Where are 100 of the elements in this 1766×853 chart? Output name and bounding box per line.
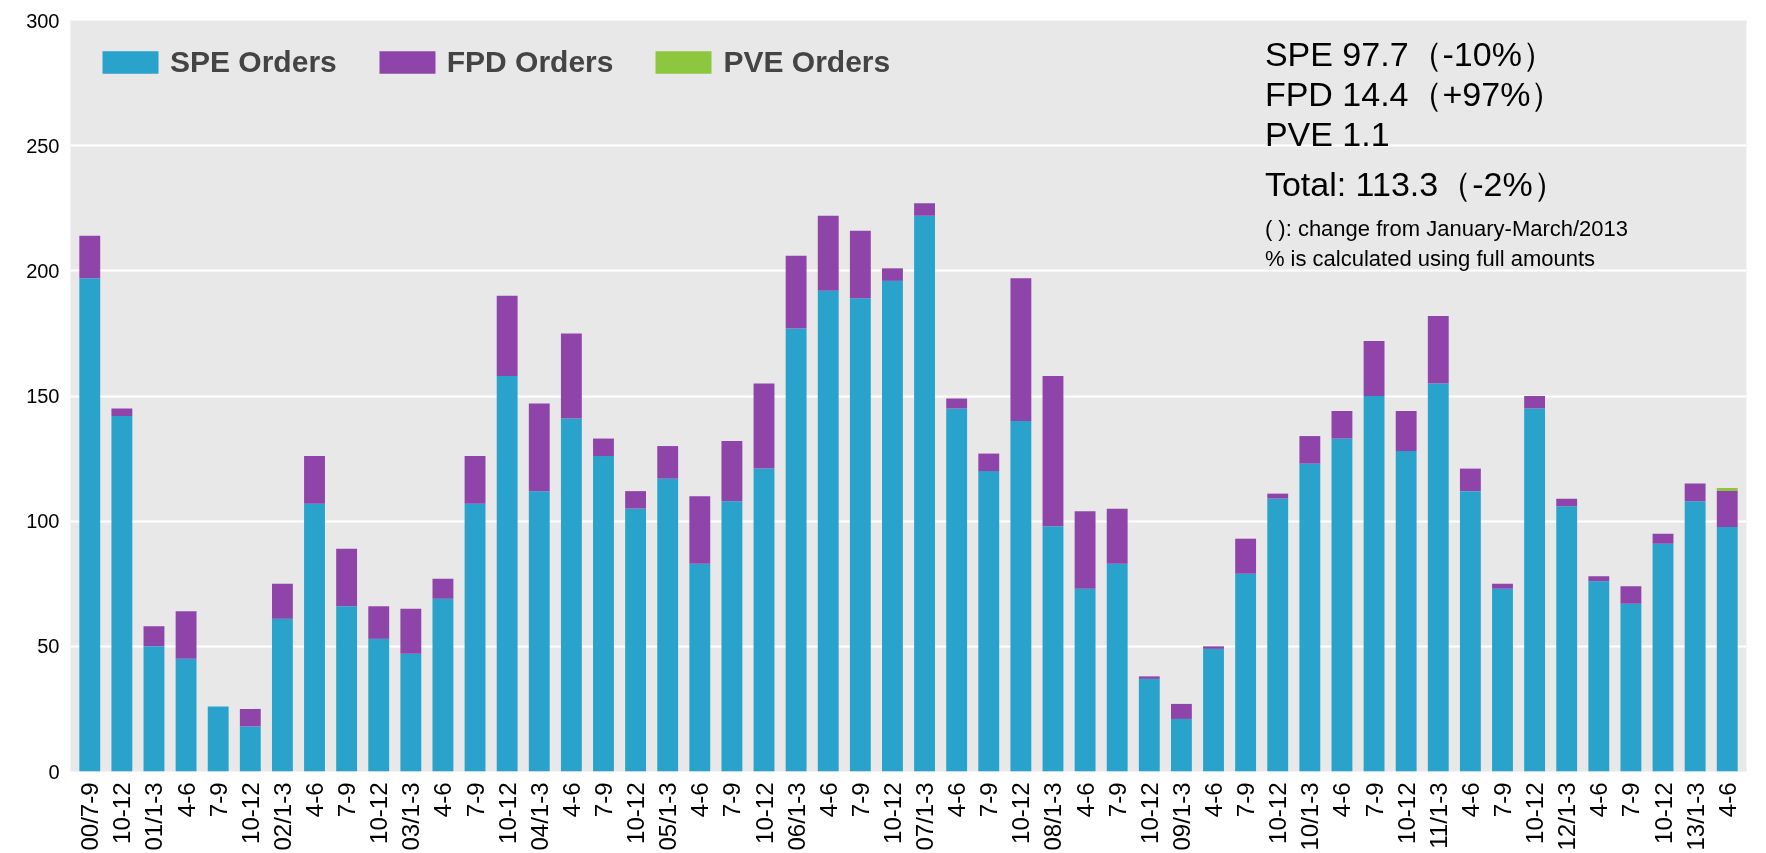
bar xyxy=(1427,383,1449,772)
bar xyxy=(1010,278,1032,422)
bar xyxy=(464,503,486,772)
bar xyxy=(1716,526,1738,772)
bar xyxy=(1010,421,1032,772)
bar xyxy=(496,375,518,772)
x-tick-label: 10-12 xyxy=(1135,782,1163,844)
x-tick-label: 12/1-3 xyxy=(1553,782,1581,851)
x-tick-label: 7-9 xyxy=(718,782,746,818)
y-tick-label: 250 xyxy=(26,134,60,157)
bar xyxy=(1235,573,1257,772)
bar xyxy=(400,608,422,654)
bar xyxy=(1684,501,1706,772)
bar xyxy=(946,398,968,409)
x-tick-label: 10-12 xyxy=(1521,782,1549,844)
bar xyxy=(560,418,582,772)
bar xyxy=(1138,676,1160,679)
bar xyxy=(528,491,550,772)
x-tick-label: 10-12 xyxy=(1392,782,1420,844)
annotation: SPE 97.7（-10%） xyxy=(1264,35,1556,74)
y-tick-label: 100 xyxy=(26,510,60,533)
bar xyxy=(207,706,229,772)
x-tick-label: 10-12 xyxy=(1007,782,1035,844)
bar xyxy=(1235,538,1257,574)
bar xyxy=(271,618,293,772)
bar xyxy=(271,583,293,619)
x-tick-label: 06/1-3 xyxy=(782,782,810,851)
bar xyxy=(1459,468,1481,492)
x-tick-label: 4-6 xyxy=(1200,782,1228,818)
x-tick-label: 10-12 xyxy=(622,782,650,844)
bar xyxy=(1524,408,1546,772)
x-tick-label: 10-12 xyxy=(750,782,778,844)
x-tick-label: 10-12 xyxy=(878,782,906,844)
bar xyxy=(432,598,454,772)
bar xyxy=(1459,491,1481,772)
x-tick-label: 4-6 xyxy=(1713,782,1741,818)
bar xyxy=(1074,588,1096,772)
x-tick-label: 7-9 xyxy=(975,782,1003,818)
bar xyxy=(1492,583,1513,589)
bar xyxy=(111,416,133,772)
bar xyxy=(689,563,711,772)
bar xyxy=(1299,436,1321,464)
bar xyxy=(657,478,679,772)
bar xyxy=(560,333,582,419)
x-tick-label: 05/1-3 xyxy=(654,782,682,851)
bar xyxy=(143,646,165,772)
bar xyxy=(914,215,935,772)
bar xyxy=(1716,490,1738,527)
legend-label: SPE Orders xyxy=(170,45,337,79)
bar xyxy=(657,446,679,479)
bar xyxy=(914,203,935,216)
bar xyxy=(753,468,775,772)
bar xyxy=(1363,396,1385,772)
bar xyxy=(817,215,839,291)
bar xyxy=(1170,718,1192,772)
bar xyxy=(336,548,358,607)
bar xyxy=(239,708,261,727)
bar xyxy=(978,471,1000,772)
x-tick-label: 4-6 xyxy=(1456,782,1484,818)
bar xyxy=(1042,526,1064,772)
bar xyxy=(464,456,486,504)
bar xyxy=(336,606,358,772)
bar xyxy=(625,491,647,509)
bar xyxy=(882,280,903,772)
bar xyxy=(175,611,197,659)
bar xyxy=(432,578,454,599)
bar xyxy=(593,456,614,772)
bar xyxy=(1620,603,1642,772)
bar xyxy=(1042,375,1064,527)
x-tick-label: 03/1-3 xyxy=(397,782,425,851)
annotation: Total: 113.3（-2%） xyxy=(1264,165,1567,204)
bar xyxy=(528,403,550,492)
bar xyxy=(1395,411,1417,452)
bar xyxy=(1267,498,1289,772)
x-tick-label: 7-9 xyxy=(333,782,361,818)
x-tick-label: 10-12 xyxy=(493,782,521,844)
bar xyxy=(1716,488,1738,491)
bar xyxy=(1331,411,1353,439)
bar xyxy=(239,726,261,772)
y-tick-label: 200 xyxy=(26,259,60,282)
legend-label: PVE Orders xyxy=(723,45,891,79)
x-tick-label: 13/1-3 xyxy=(1681,782,1709,851)
x-tick-label: 4-6 xyxy=(814,782,842,818)
annotation: PVE 1.1 xyxy=(1264,115,1390,154)
x-tick-label: 7-9 xyxy=(1232,782,1260,818)
x-tick-label: 4-6 xyxy=(1585,782,1613,818)
bar xyxy=(496,295,518,376)
bar xyxy=(1492,588,1513,772)
x-tick-label: 07/1-3 xyxy=(911,782,939,851)
x-tick-label: 09/1-3 xyxy=(1167,782,1195,851)
bar xyxy=(1588,581,1610,772)
annotation: % is calculated using full amounts xyxy=(1264,245,1596,271)
bar xyxy=(304,456,325,504)
x-tick-label: 04/1-3 xyxy=(525,782,553,851)
x-tick-label: 7-9 xyxy=(204,782,232,818)
x-tick-label: 00/7-9 xyxy=(76,782,104,851)
bar xyxy=(625,508,647,772)
bar xyxy=(1106,563,1128,772)
x-tick-label: 11/1-3 xyxy=(1424,782,1452,849)
x-tick-label: 4-6 xyxy=(1328,782,1356,818)
